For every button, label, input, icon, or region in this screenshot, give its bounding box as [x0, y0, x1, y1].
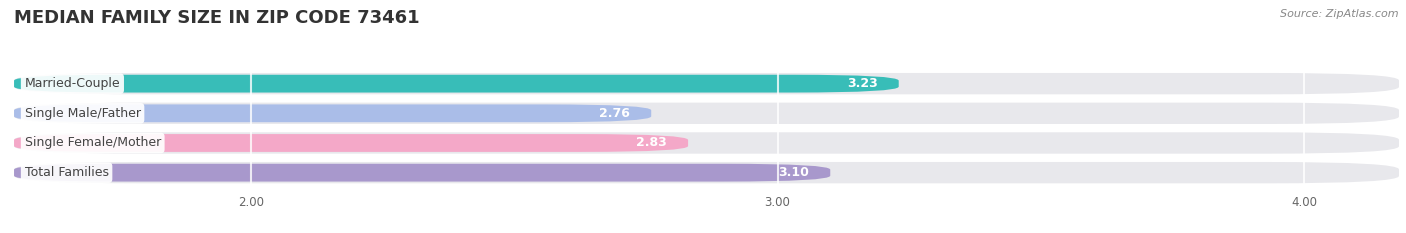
- FancyBboxPatch shape: [14, 103, 1399, 124]
- FancyBboxPatch shape: [14, 132, 1399, 154]
- Text: Single Female/Mother: Single Female/Mother: [24, 137, 160, 150]
- Text: 3.10: 3.10: [779, 166, 810, 179]
- FancyBboxPatch shape: [14, 164, 831, 182]
- Text: MEDIAN FAMILY SIZE IN ZIP CODE 73461: MEDIAN FAMILY SIZE IN ZIP CODE 73461: [14, 9, 419, 27]
- Text: Total Families: Total Families: [24, 166, 108, 179]
- Text: Married-Couple: Married-Couple: [24, 77, 121, 90]
- Text: Source: ZipAtlas.com: Source: ZipAtlas.com: [1281, 9, 1399, 19]
- Text: Single Male/Father: Single Male/Father: [24, 107, 141, 120]
- FancyBboxPatch shape: [14, 75, 898, 93]
- Text: 3.23: 3.23: [846, 77, 877, 90]
- Text: 2.76: 2.76: [599, 107, 630, 120]
- FancyBboxPatch shape: [14, 73, 1399, 94]
- FancyBboxPatch shape: [14, 104, 651, 122]
- Text: 2.83: 2.83: [637, 137, 666, 150]
- FancyBboxPatch shape: [14, 134, 688, 152]
- FancyBboxPatch shape: [14, 162, 1399, 183]
